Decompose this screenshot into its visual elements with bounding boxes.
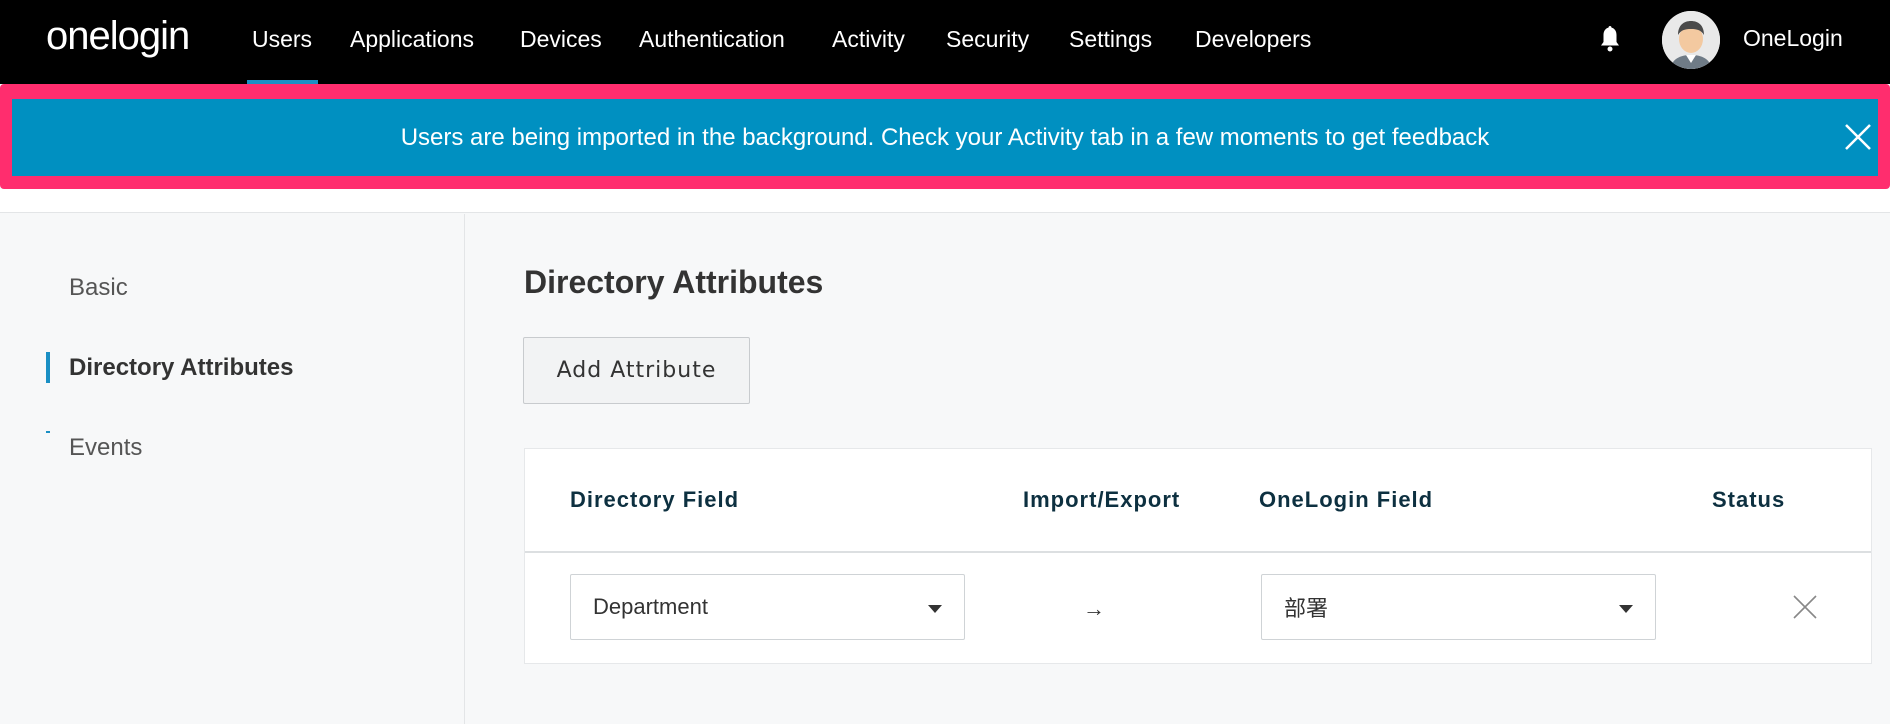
banner-highlight: Users are being imported in the backgrou… xyxy=(0,84,1890,189)
onelogin-logo[interactable]: onelogin xyxy=(46,14,190,58)
nav-developers[interactable]: Developers xyxy=(1195,26,1312,52)
remove-row-icon[interactable] xyxy=(1792,594,1818,620)
directory-field-value: Department xyxy=(593,594,708,619)
caret-down-icon xyxy=(928,605,942,613)
avatar[interactable] xyxy=(1662,11,1720,69)
nav-devices[interactable]: Devices xyxy=(520,26,602,52)
active-indicator xyxy=(46,352,50,383)
caret-down-icon xyxy=(1619,605,1633,613)
import-notification-banner: Users are being imported in the backgrou… xyxy=(12,99,1878,176)
indicator-tick xyxy=(46,431,50,433)
attributes-table: Directory Field Import/Export OneLogin F… xyxy=(524,448,1872,664)
close-icon[interactable] xyxy=(1840,119,1876,155)
user-name[interactable]: OneLogin xyxy=(1743,25,1843,51)
arrow-right-icon: → xyxy=(1083,596,1105,621)
sidebar-item-basic[interactable]: Basic xyxy=(69,274,128,301)
bell-icon[interactable] xyxy=(1598,24,1622,54)
directory-field-select[interactable]: Department xyxy=(570,574,965,640)
sidebar: Basic Directory Attributes Events xyxy=(0,214,465,724)
header-directory-field: Directory Field xyxy=(570,487,740,512)
nav-applications[interactable]: Applications xyxy=(350,26,475,52)
header-onelogin-field: OneLogin Field xyxy=(1259,487,1434,512)
sidebar-item-events[interactable]: Events xyxy=(69,434,143,461)
nav-users[interactable]: Users xyxy=(252,26,313,52)
onelogin-field-select[interactable]: 部署 xyxy=(1261,574,1656,640)
header-divider xyxy=(525,551,1871,553)
page-title: Directory Attributes xyxy=(524,264,824,300)
top-nav: onelogin Users Applications Devices Auth… xyxy=(0,0,1890,84)
nav-activity[interactable]: Activity xyxy=(832,26,905,52)
active-tab-indicator xyxy=(247,80,318,84)
nav-security[interactable]: Security xyxy=(946,26,1030,52)
spacer xyxy=(0,189,1890,213)
onelogin-field-value: 部署 xyxy=(1284,596,1329,621)
sidebar-item-directory-attributes[interactable]: Directory Attributes xyxy=(69,354,294,381)
nav-authentication[interactable]: Authentication xyxy=(639,26,785,52)
banner-message: Users are being imported in the backgrou… xyxy=(400,123,1490,151)
nav-settings[interactable]: Settings xyxy=(1069,26,1153,52)
header-import-export: Import/Export xyxy=(1023,487,1181,512)
add-attribute-button[interactable]: Add Attribute xyxy=(523,337,750,404)
header-status: Status xyxy=(1712,487,1786,512)
